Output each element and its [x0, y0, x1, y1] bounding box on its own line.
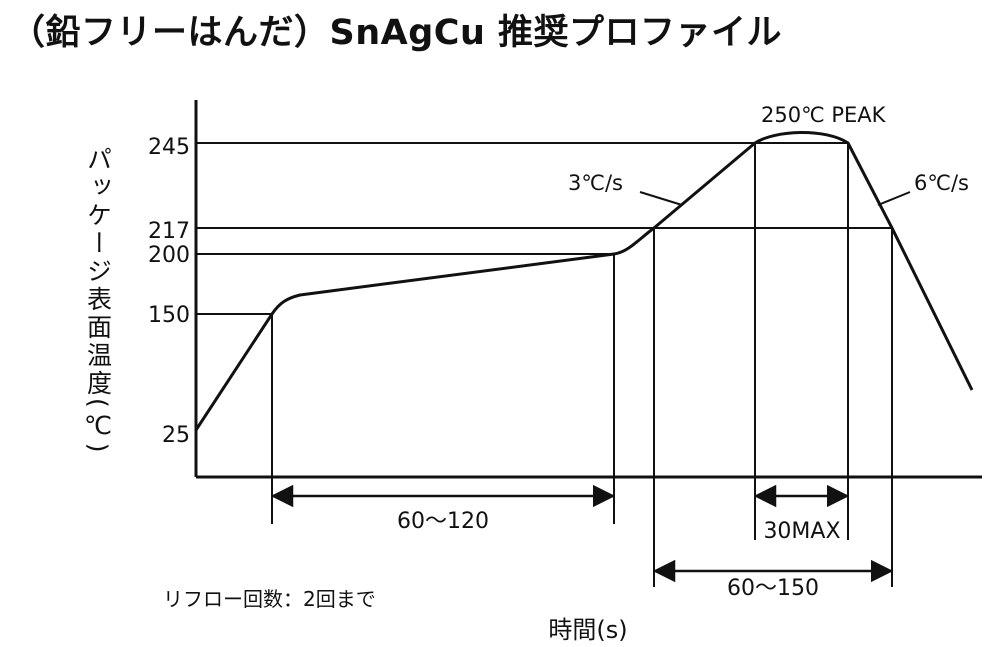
- ramp-up-label: 3℃/s: [568, 171, 623, 195]
- y-tick-label: 150: [148, 303, 190, 328]
- y-tick-label: 25: [162, 423, 190, 448]
- y-tick-label: 217: [148, 219, 190, 244]
- peak-label: 250℃ PEAK: [761, 103, 887, 127]
- ramp-down-label: 6℃/s: [914, 171, 969, 195]
- y-tick-label: 200: [148, 243, 190, 268]
- y-tick-label: 245: [148, 135, 190, 160]
- x-axis-label: 時間(s): [548, 616, 627, 644]
- chart-title: （鉛フリーはんだ）SnAgCu 推奨プロファイル: [10, 13, 783, 53]
- ramp-up-leader: [639, 191, 683, 206]
- y-axis-label: パッケージ表面温度(℃): [84, 146, 113, 456]
- ramp-down-leader: [877, 191, 911, 206]
- peak-time-label: 30MAX: [763, 519, 840, 544]
- preheat-time-label: 60～120: [397, 509, 489, 534]
- profile-curve: [194, 131, 974, 431]
- liquidus-time-label: 60～150: [727, 576, 819, 601]
- reflow-note: リフロー回数：2回まで: [163, 587, 376, 611]
